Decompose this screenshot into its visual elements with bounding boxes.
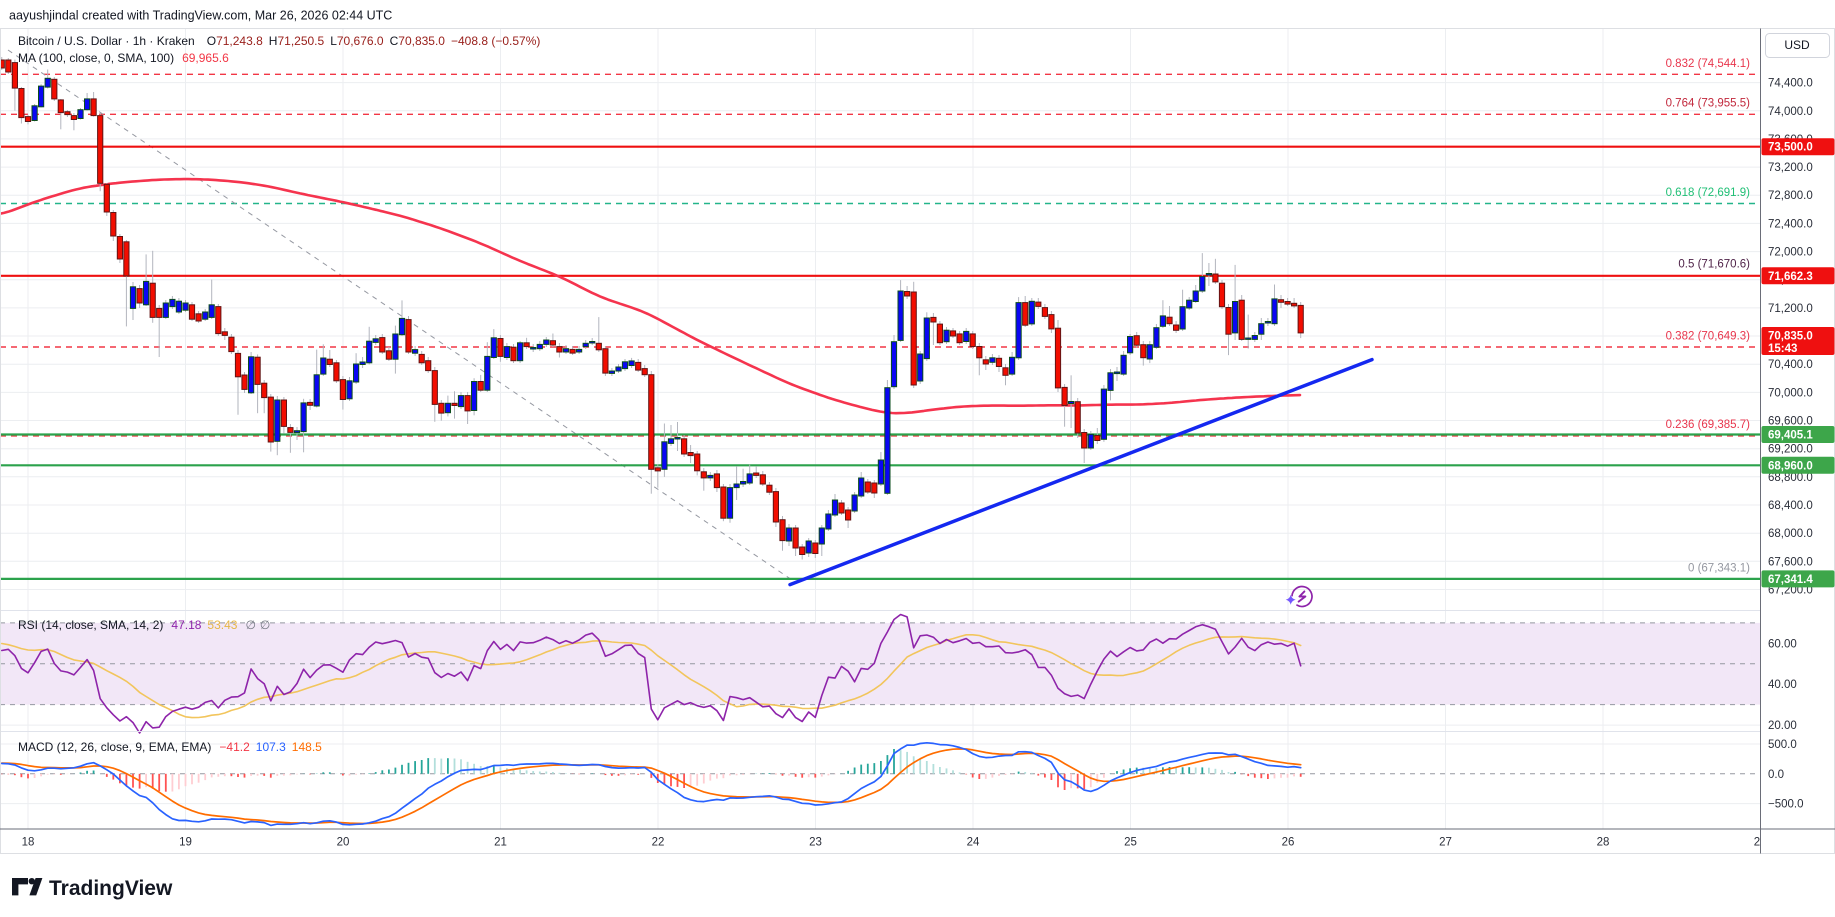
svg-text:73,500.0: 73,500.0 — [1768, 142, 1813, 154]
svg-text:MA (100, close, 0, SMA, 100)69: MA (100, close, 0, SMA, 100) 69,965.6 — [18, 51, 229, 65]
svg-text:0.236 (69,385.7): 0.236 (69,385.7) — [1666, 419, 1751, 431]
svg-text:72,400.0: 72,400.0 — [1768, 218, 1813, 230]
svg-text:68,960.0: 68,960.0 — [1768, 460, 1813, 472]
svg-text:71,200.0: 71,200.0 — [1768, 303, 1813, 315]
svg-text:20: 20 — [337, 837, 350, 849]
svg-text:0.0: 0.0 — [1768, 769, 1784, 781]
svg-text:60.00: 60.00 — [1768, 638, 1797, 650]
svg-text:aayushjindal created with Trad: aayushjindal created with TradingView.co… — [9, 9, 392, 23]
svg-text:−500.0: −500.0 — [1768, 799, 1804, 811]
svg-text:74,000.0: 74,000.0 — [1768, 106, 1813, 118]
svg-text:24: 24 — [967, 837, 980, 849]
svg-text:72,800.0: 72,800.0 — [1768, 190, 1813, 202]
svg-text:500.0: 500.0 — [1768, 739, 1797, 751]
svg-text:MACD (12, 26, close, 9, EMA, E: MACD (12, 26, close, 9, EMA, EMA) −41.2 10… — [18, 740, 322, 754]
svg-text:67,200.0: 67,200.0 — [1768, 585, 1813, 597]
svg-text:71,662.3: 71,662.3 — [1768, 271, 1813, 283]
svg-text:0.5 (71,670.6): 0.5 (71,670.6) — [1678, 259, 1750, 271]
svg-text:27: 27 — [1439, 837, 1452, 849]
svg-text:68,800.0: 68,800.0 — [1768, 472, 1813, 484]
svg-text:70,835.0: 70,835.0 — [1768, 331, 1813, 343]
svg-text:Bitcoin / U.S. Dollar · 1h · K: Bitcoin / U.S. Dollar · 1h · Kraken O71,2… — [18, 34, 540, 48]
svg-text:69,600.0: 69,600.0 — [1768, 416, 1813, 428]
svg-text:70,000.0: 70,000.0 — [1768, 387, 1813, 399]
svg-text:69,200.0: 69,200.0 — [1768, 444, 1813, 456]
svg-text:67,600.0: 67,600.0 — [1768, 556, 1813, 568]
svg-text:20.00: 20.00 — [1768, 720, 1797, 732]
svg-text:18: 18 — [22, 837, 35, 849]
svg-text:0.832 (74,544.1): 0.832 (74,544.1) — [1666, 58, 1751, 70]
svg-text:73,200.0: 73,200.0 — [1768, 162, 1813, 174]
svg-text:21: 21 — [494, 837, 507, 849]
svg-text:74,400.0: 74,400.0 — [1768, 78, 1813, 90]
svg-text:70,400.0: 70,400.0 — [1768, 359, 1813, 371]
svg-text:23: 23 — [809, 837, 822, 849]
svg-text:26: 26 — [1282, 837, 1295, 849]
svg-text:RSI (14, close, SMA, 14, 2)47.: RSI (14, close, SMA, 14, 2) 47.18 53.43 ∅ ∅ — [18, 618, 270, 632]
svg-text:19: 19 — [179, 837, 192, 849]
svg-text:68,000.0: 68,000.0 — [1768, 528, 1813, 540]
svg-text:USD: USD — [1784, 38, 1810, 52]
svg-text:67,341.4: 67,341.4 — [1768, 574, 1813, 586]
svg-text:25: 25 — [1124, 837, 1137, 849]
svg-text:28: 28 — [1597, 837, 1610, 849]
svg-text:40.00: 40.00 — [1768, 679, 1797, 691]
svg-text:69,405.1: 69,405.1 — [1768, 430, 1813, 442]
svg-text:0 (67,343.1): 0 (67,343.1) — [1688, 563, 1750, 575]
svg-text:0.618 (72,691.9): 0.618 (72,691.9) — [1666, 187, 1751, 199]
svg-text:15:43: 15:43 — [1768, 343, 1797, 355]
svg-text:0.382 (70,649.3): 0.382 (70,649.3) — [1666, 331, 1751, 343]
svg-text:72,000.0: 72,000.0 — [1768, 247, 1813, 259]
svg-text:22: 22 — [652, 837, 665, 849]
svg-text:68,400.0: 68,400.0 — [1768, 500, 1813, 512]
svg-text:2: 2 — [1754, 837, 1760, 849]
svg-text:TradingView: TradingView — [49, 877, 173, 900]
svg-text:0.764 (73,955.5): 0.764 (73,955.5) — [1666, 97, 1751, 109]
